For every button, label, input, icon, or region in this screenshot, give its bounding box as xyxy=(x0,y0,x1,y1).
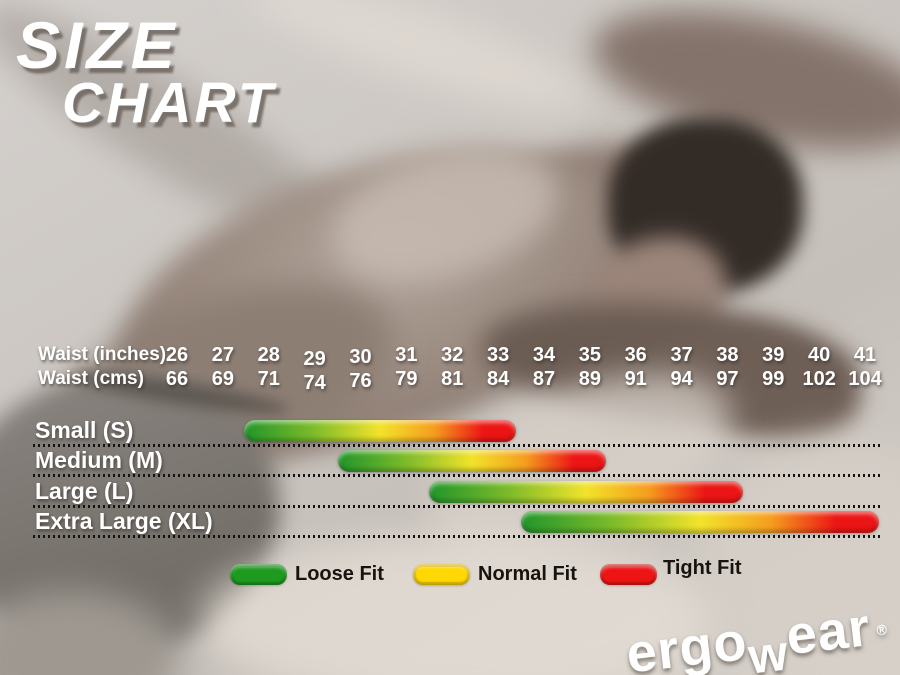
waist-cms-tick: 97 xyxy=(716,368,739,390)
waist-inches-row: Waist (inches) 26 27 28 29 30 31 32 33 34 35 36 37 3… xyxy=(0,342,900,370)
fit-range-bar xyxy=(429,480,744,503)
size-label: Small (S) xyxy=(35,417,134,443)
waist-cms-tick: 102 xyxy=(802,368,836,390)
waist-inches-tick: 34 xyxy=(532,344,556,366)
size-row-xl: Extra Large (XL) xyxy=(0,507,900,539)
legend-label: Normal Fit xyxy=(478,563,577,585)
registered-trademark-icon: ® xyxy=(875,620,888,638)
waist-inches-tick: 33 xyxy=(486,344,510,366)
waist-cms-tick: 89 xyxy=(578,368,601,390)
waist-cms-tick: 69 xyxy=(211,368,234,390)
waist-cms-label: Waist (cms) xyxy=(38,368,144,389)
waist-cms-tick: 79 xyxy=(395,368,418,390)
fit-legend: Loose Fit Normal Fit Tight Fit xyxy=(0,557,900,589)
waist-inches-tick: 28 xyxy=(257,344,280,366)
size-row-medium: Medium (M) xyxy=(0,446,900,478)
waist-cms-tick: 87 xyxy=(532,368,556,390)
size-label: Large (L) xyxy=(35,477,134,504)
waist-cms-tick: 81 xyxy=(441,368,464,390)
waist-inches-tick: 37 xyxy=(670,344,693,366)
size-row-small: Small (S) xyxy=(0,416,900,447)
waist-inches-tick: 35 xyxy=(578,344,601,366)
waist-cms-tick: 84 xyxy=(486,368,510,390)
waist-inches-tick: 26 xyxy=(165,344,189,366)
dotted-separator xyxy=(33,474,883,478)
waist-inches-tick: 29 xyxy=(303,348,326,370)
bedsheet-bottom-highlight xyxy=(200,535,720,675)
waist-cms-tick: 71 xyxy=(257,368,280,390)
fit-range-bar xyxy=(521,511,879,534)
fit-range-bar xyxy=(243,420,517,442)
waist-inches-tick: 32 xyxy=(441,344,464,366)
page-title: SIZE CHART xyxy=(16,10,275,132)
waist-cms-tick: 66 xyxy=(165,368,189,390)
waist-inches-tick: 39 xyxy=(762,344,785,366)
waist-cms-tick: 94 xyxy=(670,368,693,390)
waist-inches-tick: 31 xyxy=(395,344,418,366)
waist-inches-tick: 27 xyxy=(211,344,234,366)
waist-cms-row: Waist (cms) 66 69 71 74 76 79 81 84 87 89 91 94 97 99… xyxy=(0,366,900,394)
waist-inches-tick: 40 xyxy=(808,344,831,366)
bedsheet-highlight xyxy=(237,0,603,134)
title-line-size: SIZE xyxy=(16,8,179,82)
waist-inches-tick: 36 xyxy=(624,344,647,366)
waist-cms-tick: 91 xyxy=(624,368,647,390)
size-label: Medium (M) xyxy=(35,447,163,474)
size-row-large: Large (L) xyxy=(0,477,900,508)
waist-inches-label: Waist (inches) xyxy=(38,344,167,365)
brand-logo-w: w xyxy=(745,624,792,675)
normal-fit-swatch xyxy=(413,564,470,585)
dotted-separator xyxy=(33,535,883,539)
legend-label: Loose Fit xyxy=(295,563,384,585)
tight-fit-swatch xyxy=(600,564,657,585)
brand-logo-ear: ear xyxy=(782,597,874,667)
waist-cms-tick: 74 xyxy=(303,372,326,394)
brand-logo-ergo: ergo xyxy=(622,611,750,675)
waist-cms-tick: 76 xyxy=(349,370,372,392)
legend-label: Tight Fit xyxy=(663,557,742,579)
loose-fit-swatch xyxy=(230,564,287,585)
dotted-separator xyxy=(33,444,883,447)
waist-cms-tick: 104 xyxy=(848,368,882,390)
size-label: Extra Large (XL) xyxy=(35,508,213,535)
waist-inches-tick: 41 xyxy=(853,344,877,366)
waist-inches-tick: 30 xyxy=(349,346,372,368)
waist-inches-tick: 38 xyxy=(716,344,739,366)
fit-range-bar xyxy=(337,450,606,473)
waist-cms-tick: 99 xyxy=(762,368,785,390)
dotted-separator xyxy=(33,504,883,508)
title-line-chart: CHART xyxy=(62,71,276,135)
